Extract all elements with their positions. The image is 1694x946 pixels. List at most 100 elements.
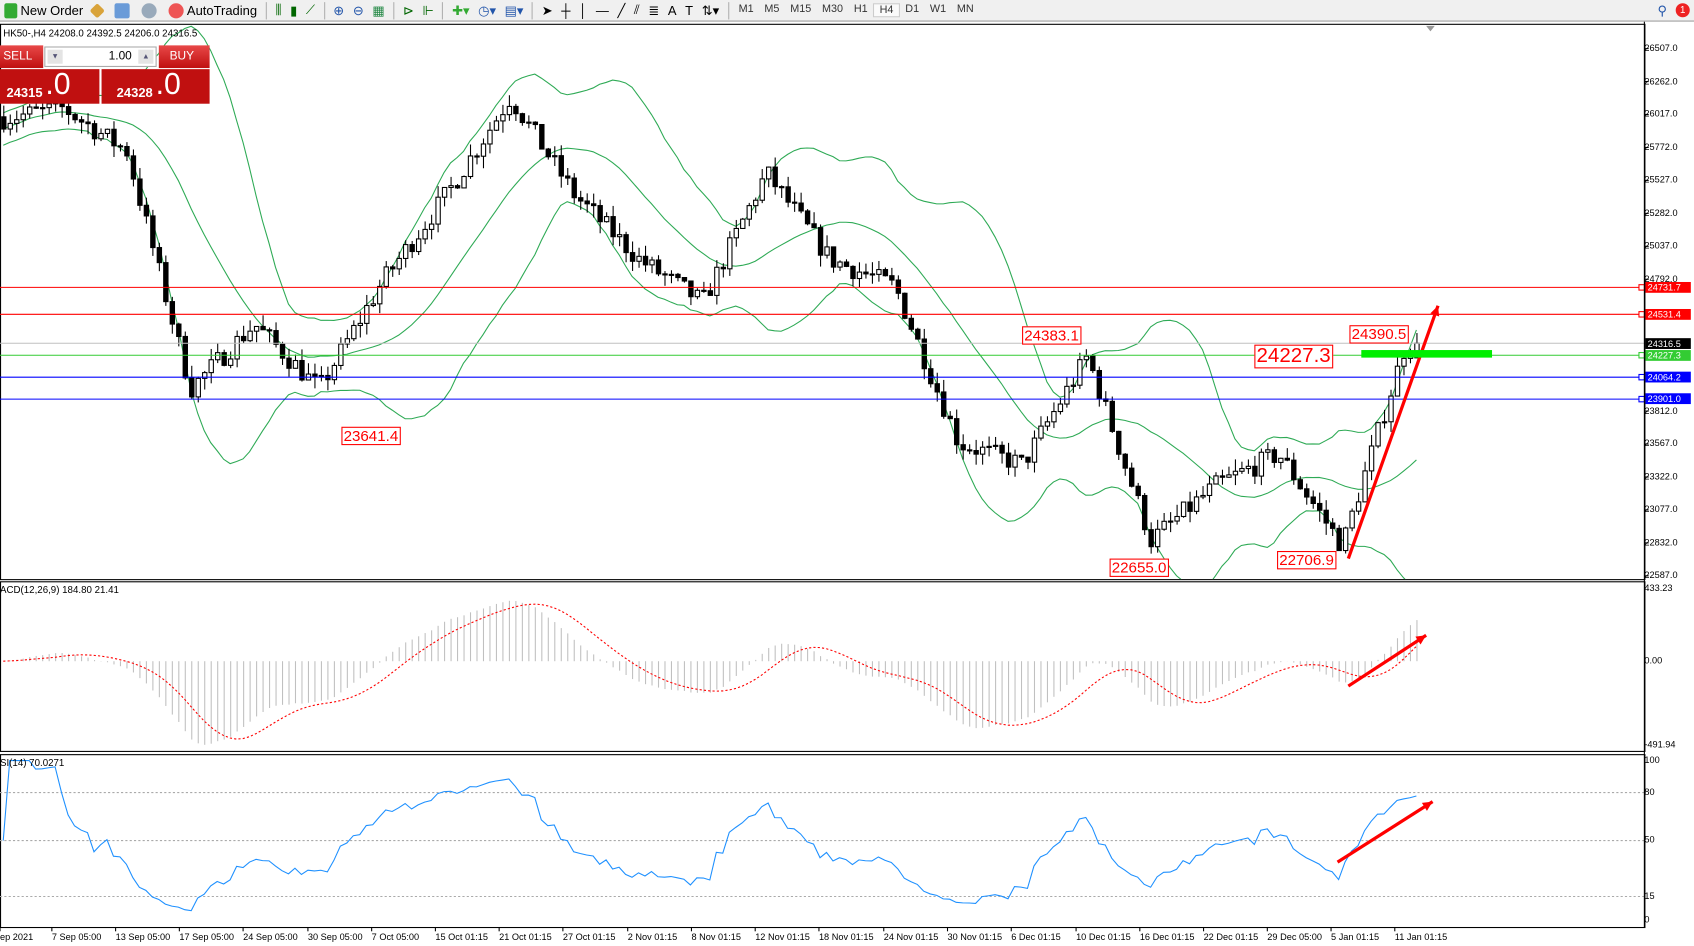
notifications-button[interactable]: 1 bbox=[1671, 1, 1694, 20]
candle-body bbox=[1031, 437, 1038, 463]
arrow-shaft bbox=[1346, 305, 1440, 560]
candle-body bbox=[137, 178, 143, 206]
candle bbox=[422, 221, 428, 245]
timeframe-h1[interactable]: H1 bbox=[853, 3, 868, 16]
timeframe-mn[interactable]: MN bbox=[956, 3, 974, 16]
sell-price-button[interactable]: 24315 .0 bbox=[0, 67, 100, 104]
candle bbox=[454, 184, 461, 189]
candle-body bbox=[571, 177, 577, 199]
signals-button[interactable] bbox=[137, 1, 164, 20]
tile-windows-button[interactable]: ▦ bbox=[368, 1, 389, 20]
candle-body bbox=[195, 377, 201, 398]
candle bbox=[733, 219, 739, 247]
new-order-label: New Order bbox=[20, 2, 84, 18]
candle bbox=[1180, 501, 1187, 518]
chart-area[interactable] bbox=[0, 21, 1694, 946]
timeframe-d1[interactable]: D1 bbox=[905, 3, 920, 16]
candle-body bbox=[545, 148, 552, 158]
candle-body bbox=[603, 216, 610, 223]
arrows-button[interactable]: ⇅▾ bbox=[697, 1, 723, 20]
candle bbox=[1025, 456, 1031, 470]
buy-price-button[interactable]: 24328 .0 bbox=[101, 67, 210, 104]
candle-body bbox=[843, 261, 850, 267]
horizontal-line-button[interactable]: — bbox=[592, 1, 614, 20]
candle-body bbox=[1232, 470, 1239, 476]
candle bbox=[1200, 486, 1206, 500]
candle bbox=[597, 199, 603, 234]
timeframe-m30[interactable]: M30 bbox=[822, 3, 844, 16]
periods-button[interactable]: ◷▾ bbox=[474, 1, 500, 20]
candle-body bbox=[953, 418, 960, 446]
candle-body bbox=[1161, 520, 1167, 530]
zoom-out-button[interactable]: ⊖ bbox=[348, 1, 368, 20]
candle-body bbox=[966, 449, 973, 452]
candle-body bbox=[766, 166, 772, 180]
candle bbox=[415, 230, 422, 256]
separator bbox=[265, 1, 267, 19]
candle-body bbox=[714, 266, 720, 296]
timeframe-h4[interactable]: H4 bbox=[873, 3, 900, 18]
candle-body bbox=[552, 155, 558, 158]
candle-body bbox=[1381, 421, 1388, 424]
candle bbox=[27, 104, 33, 119]
search-button[interactable]: ⚲ bbox=[1653, 1, 1671, 20]
candle-body bbox=[1122, 453, 1128, 469]
terminal-button[interactable] bbox=[110, 1, 137, 20]
indicators-button[interactable]: ✚▾ bbox=[448, 1, 474, 20]
text-label-button[interactable]: T bbox=[681, 1, 698, 20]
candle-body bbox=[1317, 502, 1323, 511]
timeframe-w1[interactable]: W1 bbox=[929, 3, 947, 16]
text-button[interactable]: A bbox=[664, 1, 681, 20]
candle-body bbox=[947, 415, 953, 420]
candle-body bbox=[1355, 501, 1362, 512]
candle-body bbox=[1018, 454, 1025, 458]
line-chart-button[interactable]: ⟋ bbox=[302, 1, 320, 20]
candle bbox=[649, 256, 655, 274]
zoom-in-button[interactable]: ⊕ bbox=[329, 1, 349, 20]
fibonacci-button[interactable]: ≣ bbox=[644, 1, 664, 20]
bar-chart-button[interactable]: ⫼ bbox=[271, 1, 286, 20]
candle-body bbox=[778, 186, 785, 189]
candle-body bbox=[623, 234, 629, 254]
crosshair-button[interactable]: ┼ bbox=[557, 1, 575, 20]
lot-increase-icon[interactable]: ▲ bbox=[138, 49, 154, 64]
candle-body bbox=[694, 289, 701, 298]
macd-frame bbox=[0, 581, 1646, 752]
lot-size-input[interactable]: 1.00 bbox=[108, 49, 132, 63]
buy-button[interactable]: BUY bbox=[158, 45, 210, 69]
lot-size-stepper[interactable]: ▼ 1.00 ▲ bbox=[44, 46, 157, 67]
macd-label: ACD(12,26,9) 184.80 21.41 bbox=[0, 584, 119, 596]
candle bbox=[480, 138, 487, 169]
candle-body bbox=[513, 105, 519, 115]
candle bbox=[461, 175, 467, 189]
fibonacci-icon: ≣ bbox=[648, 2, 660, 18]
candle-body bbox=[214, 352, 221, 361]
cursor-button[interactable]: ➤ bbox=[537, 1, 557, 20]
trendline-button[interactable]: ╱ bbox=[613, 1, 629, 20]
metaeditor-button[interactable] bbox=[88, 1, 111, 20]
timeframe-m1[interactable]: M1 bbox=[738, 3, 754, 16]
templates-button[interactable]: ▤▾ bbox=[500, 1, 527, 20]
candle bbox=[189, 365, 195, 400]
vertical-line-button[interactable]: │ bbox=[575, 1, 592, 20]
candle-body bbox=[7, 122, 13, 130]
candle-body bbox=[402, 244, 409, 259]
price-annotation: 24390.5 bbox=[1349, 325, 1409, 344]
lot-decrease-icon[interactable]: ▼ bbox=[47, 49, 63, 64]
timeframe-m5[interactable]: M5 bbox=[764, 3, 780, 16]
candle-body bbox=[104, 128, 111, 135]
candle-chart-button[interactable]: ▮ bbox=[286, 1, 302, 20]
autotrading-button[interactable]: AutoTrading bbox=[164, 1, 261, 20]
candle bbox=[441, 186, 448, 207]
candle bbox=[584, 193, 590, 213]
sell-button[interactable]: SELL bbox=[0, 45, 44, 69]
notification-badge: 1 bbox=[1675, 3, 1690, 18]
chart-shift-button[interactable]: ⊩ bbox=[418, 1, 438, 20]
new-order-button[interactable]: New Order bbox=[0, 1, 88, 20]
candle-body bbox=[130, 155, 137, 180]
candle-body bbox=[78, 119, 85, 123]
candle-body bbox=[610, 216, 616, 238]
channel-button[interactable]: ⫽ bbox=[630, 1, 644, 20]
autoscroll-button[interactable]: ⊳ bbox=[399, 1, 419, 20]
timeframe-m15[interactable]: M15 bbox=[790, 3, 812, 16]
